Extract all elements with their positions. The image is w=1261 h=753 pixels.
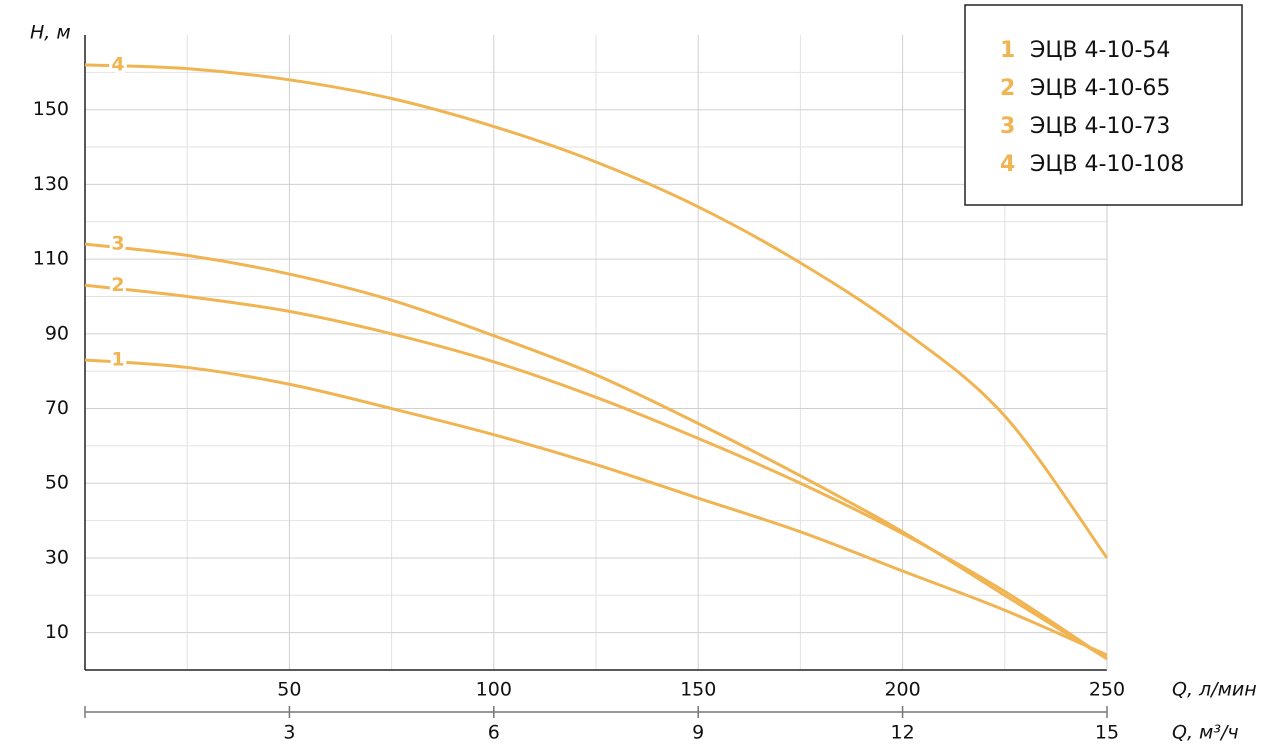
y-tick-label: 90	[45, 322, 69, 344]
curve	[84, 358, 1108, 657]
x-tick-label: 150	[680, 679, 716, 701]
y-tick-label: 110	[33, 248, 69, 270]
x2-tick-label: 12	[891, 722, 915, 744]
y-tick-label: 70	[45, 397, 69, 419]
curve-label: 2	[111, 274, 124, 296]
x-tick-label: 250	[1089, 679, 1125, 701]
legend-box	[964, 4, 1243, 206]
y-tick-label: 50	[45, 472, 69, 494]
curve	[84, 242, 1108, 661]
legend-label: ЭЦВ 4-10-73	[1030, 114, 1170, 139]
y-tick-label: 30	[45, 546, 69, 568]
legend-label: ЭЦВ 4-10-108	[1030, 152, 1184, 177]
y-tick-label: 150	[33, 98, 69, 120]
legend-label: ЭЦВ 4-10-65	[1030, 76, 1170, 101]
x2-tick-label: 9	[692, 722, 704, 744]
legend-number: 2	[1000, 76, 1015, 101]
x-tick-label: 200	[884, 679, 920, 701]
legend-label: ЭЦВ 4-10-54	[1030, 38, 1170, 63]
curve-label: 3	[111, 233, 124, 255]
x2-tick-label: 3	[283, 722, 295, 744]
x2-tick-label: 15	[1095, 722, 1119, 744]
curve	[84, 63, 1109, 559]
x2-axis-label: Q, м³/ч	[1172, 722, 1239, 744]
y-tick-label: 10	[45, 621, 69, 643]
legend-number: 3	[1000, 114, 1015, 139]
legend-number: 4	[1000, 152, 1015, 177]
curve-label: 4	[111, 53, 124, 75]
legend-number: 1	[1000, 38, 1015, 63]
x-tick-label: 100	[476, 679, 512, 701]
y-axis-label: H, м	[30, 22, 71, 44]
y-tick-label: 130	[33, 173, 69, 195]
x-tick-label: 50	[277, 679, 301, 701]
x2-tick-label: 6	[488, 722, 500, 744]
x-axis-label: Q, л/мин	[1172, 679, 1257, 701]
curve-label: 1	[111, 348, 124, 370]
